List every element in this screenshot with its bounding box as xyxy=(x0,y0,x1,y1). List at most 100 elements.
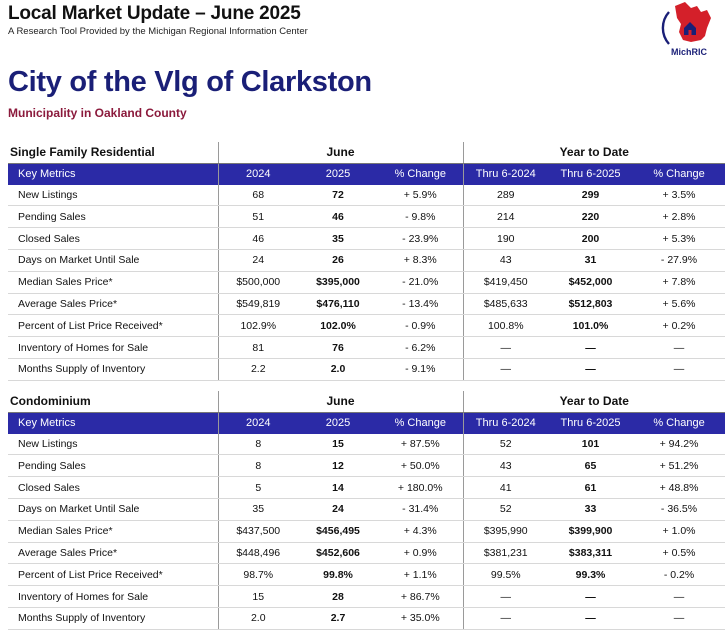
table-row: Pending Sales 8 12 + 50.0% 43 65 + 51.2% xyxy=(8,454,725,478)
ytd-value-2025: 31 xyxy=(548,249,633,272)
ytd-pct-change: — xyxy=(633,358,725,381)
ytd-value-2024: $485,633 xyxy=(462,293,548,316)
table-row: Median Sales Price* $437,500 $456,495 + 4.3… xyxy=(8,520,725,543)
single-family-table: Single Family Residential June Year to D… xyxy=(8,142,725,381)
metric-label: Average Sales Price* xyxy=(8,293,218,316)
value-2024: 68 xyxy=(217,184,298,207)
col-2024: 2024 xyxy=(217,412,298,434)
ytd-value-2024: $395,990 xyxy=(462,520,548,543)
ytd-value-2024: $381,231 xyxy=(462,542,548,565)
table-row: Average Sales Price* $448,496 $452,606 + 0.… xyxy=(8,542,725,565)
ytd-value-2024: 100.8% xyxy=(462,314,548,338)
metric-label: Closed Sales xyxy=(8,476,218,499)
value-2025: 102.0% xyxy=(298,314,378,338)
ytd-value-2025: 61 xyxy=(548,476,633,499)
pct-change: + 5.9% xyxy=(378,184,463,207)
house-door xyxy=(688,30,692,35)
metric-label: Median Sales Price* xyxy=(8,271,218,294)
value-2025: 99.8% xyxy=(298,563,378,587)
house-icon xyxy=(684,22,696,35)
logo-wordmark: MichRIC xyxy=(671,47,708,57)
metric-label: Inventory of Homes for Sale xyxy=(8,585,218,608)
ytd-value-2024: — xyxy=(462,607,548,630)
ytd-pct-change: - 0.2% xyxy=(633,563,725,587)
pct-change: + 180.0% xyxy=(378,476,463,499)
ytd-value-2025: 33 xyxy=(548,498,633,521)
ytd-value-2024: 214 xyxy=(462,205,548,229)
ytd-value-2025: — xyxy=(548,358,633,381)
ytd-value-2024: 52 xyxy=(462,433,548,456)
ytd-pct-change: + 1.0% xyxy=(633,520,725,543)
value-2025: $476,110 xyxy=(298,293,378,316)
value-2024: $549,819 xyxy=(217,293,298,316)
col-ytd-pct-change: % Change xyxy=(633,412,725,434)
ytd-value-2025: 220 xyxy=(548,205,633,229)
pct-change: + 0.9% xyxy=(378,542,463,565)
value-2025: 15 xyxy=(298,433,378,456)
value-2025: 26 xyxy=(298,249,378,272)
metric-label: Average Sales Price* xyxy=(8,542,218,565)
ytd-value-2024: 43 xyxy=(462,454,548,478)
pct-change: + 87.5% xyxy=(378,433,463,456)
table-group-header: Condominium June Year to Date xyxy=(8,391,725,413)
pct-change: + 35.0% xyxy=(378,607,463,630)
ytd-value-2025: $452,000 xyxy=(548,271,633,294)
table-row: Months Supply of Inventory 2.0 2.7 + 35.0% —… xyxy=(8,607,725,630)
pct-change: + 86.7% xyxy=(378,585,463,608)
value-2024: 2.2 xyxy=(217,358,298,381)
ytd-value-2024: $419,450 xyxy=(462,271,548,294)
metric-label: Median Sales Price* xyxy=(8,520,218,543)
city-name: City of the Vlg of Clarkston xyxy=(8,66,372,98)
ytd-pct-change: + 0.5% xyxy=(633,542,725,565)
table-row: Inventory of Homes for Sale 81 76- 6.2% — — — xyxy=(8,336,725,359)
ytd-value-2025: — xyxy=(548,336,633,359)
column-header-row: Key Metrics 2024 2025 % Change Thru 6-20… xyxy=(8,163,725,185)
value-2024: 102.9% xyxy=(217,314,298,338)
ytd-value-2024: — xyxy=(462,336,548,359)
table-row: New Listings 8 15 + 87.5% 52 101 + 94.2% xyxy=(8,433,725,456)
table-row: Inventory of Homes for Sale 15 28 + 86.7% — —… xyxy=(8,585,725,608)
michigan-map-icon xyxy=(675,2,711,42)
metric-label: Closed Sales xyxy=(8,227,218,250)
municipality-type: Municipality in Oakland County xyxy=(8,106,187,120)
condominium-table: Condominium June Year to Date Key Metric… xyxy=(8,391,725,630)
category-label: Condominium xyxy=(8,391,218,413)
metric-label: Days on Market Until Sale xyxy=(8,249,218,272)
value-2025: $456,495 xyxy=(298,520,378,543)
col-2025: 2025 xyxy=(298,412,378,434)
value-2025: $452,606 xyxy=(298,542,378,565)
value-2024: $448,496 xyxy=(217,542,298,565)
pct-change: - 23.9% xyxy=(378,227,463,250)
value-2024: 98.7% xyxy=(217,563,298,587)
arc-border xyxy=(661,11,670,45)
ytd-label: Year to Date xyxy=(462,142,725,164)
value-2025: 76 xyxy=(298,336,378,359)
table-row: Average Sales Price* $549,819 $476,110- 13… xyxy=(8,293,725,316)
metric-label: Months Supply of Inventory xyxy=(8,607,218,630)
pct-change: + 4.3% xyxy=(378,520,463,543)
ytd-value-2024: 190 xyxy=(462,227,548,250)
table-row: Percent of List Price Received* 102.9% 102… xyxy=(8,314,725,338)
value-2024: 8 xyxy=(217,433,298,456)
col-ytd-2025: Thru 6-2025 xyxy=(548,412,633,434)
metric-label: Pending Sales xyxy=(8,454,218,478)
report-header: Local Market Update – June 2025 A Resear… xyxy=(8,3,308,37)
pct-change: - 9.1% xyxy=(378,358,463,381)
ytd-value-2025: 99.3% xyxy=(548,563,633,587)
ytd-pct-change: + 3.5% xyxy=(633,184,725,207)
ytd-value-2025: 101 xyxy=(548,433,633,456)
value-2025: 24 xyxy=(298,498,378,521)
table-row: Percent of List Price Received* 98.7% 99.8… xyxy=(8,563,725,587)
michric-logo: MichRIC xyxy=(661,2,711,57)
ytd-value-2024: 52 xyxy=(462,498,548,521)
period-label: June xyxy=(217,142,463,164)
period-label: June xyxy=(217,391,463,413)
pct-change: + 1.1% xyxy=(378,563,463,587)
value-2024: 5 xyxy=(217,476,298,499)
ytd-pct-change: - 36.5% xyxy=(633,498,725,521)
metric-label: Pending Sales xyxy=(8,205,218,229)
col-2025: 2025 xyxy=(298,163,378,185)
value-2024: 2.0 xyxy=(217,607,298,630)
ytd-value-2025: $512,803 xyxy=(548,293,633,316)
col-pct-change: % Change xyxy=(378,163,463,185)
